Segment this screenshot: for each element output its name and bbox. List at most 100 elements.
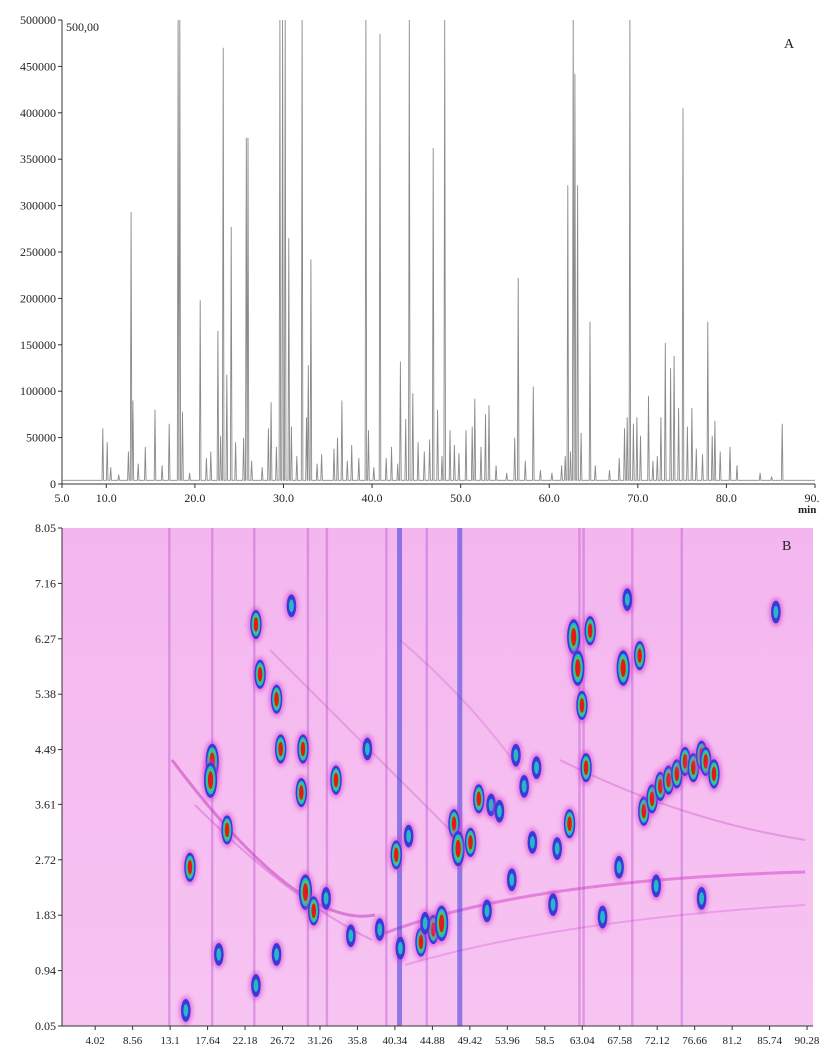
panel-b-spot: [612, 852, 626, 882]
panel-b-arc-6: [399, 639, 521, 771]
panel-a-x-tick-label: 60.0: [539, 491, 560, 505]
panel-a-y-tick-label: 50000: [26, 431, 56, 445]
panel-b-spot: [582, 613, 598, 649]
panel-b-spot-core: [422, 917, 428, 930]
panel-b-spot: [449, 827, 467, 870]
panel-b-spot-core: [534, 761, 539, 774]
panel-a-y-tick-label: 350000: [20, 152, 56, 166]
panel-b-spot: [462, 824, 479, 860]
panel-b-y-tick-label: 4.49: [35, 743, 56, 757]
panel-b-spot-core: [257, 666, 263, 682]
panel-b-spot-core: [278, 741, 283, 757]
panel-b-x-tick-label: 49.42: [457, 1035, 482, 1047]
panel-b-x-tick-label: 17.64: [195, 1035, 220, 1047]
panel-b-label: B: [782, 539, 791, 554]
panel-a-x-tick-label: 70.0: [627, 491, 648, 505]
panel-b-spot: [620, 585, 635, 614]
panel-b-spot-core: [488, 798, 494, 812]
panel-b-x-tick-label: 40.34: [383, 1035, 408, 1047]
panel-b-spot: [295, 731, 311, 767]
panel-b-spot-core: [637, 648, 642, 663]
panel-a-x-tick-label: 5.0: [55, 491, 70, 505]
panel-b-spot: [769, 597, 783, 627]
panel-b-streak: [168, 528, 171, 1026]
panel-b-spot-core: [224, 822, 230, 838]
panel-b-spot: [595, 902, 610, 932]
panel-b-x-tick-label: 76.66: [682, 1035, 707, 1047]
panel-a-x-axis-label: min: [798, 504, 816, 516]
panel-a-x-tick-label: 40.0: [362, 491, 383, 505]
panel-b-spot-core: [253, 979, 259, 992]
panel-b-spot-core: [653, 879, 659, 893]
panel-b-x-tick-label: 26.72: [270, 1035, 295, 1047]
panel-b-spot-core: [455, 839, 461, 858]
panel-b-y-ticks: 0.05 0.94 1.83 2.72 3.61 4.49 5.38 6.27 7.16 8.05: [35, 521, 62, 1033]
panel-b-spot: [201, 759, 220, 801]
panel-b-spot-core: [468, 835, 473, 850]
panel-b-spot: [212, 940, 226, 969]
panel-b-spot-core: [406, 829, 412, 843]
panel-b-streak: [397, 528, 403, 1026]
panel-b-spot: [219, 812, 235, 848]
panel-b-peak-spots: [178, 585, 783, 1025]
panel-b-spot: [694, 883, 709, 913]
panel-b-spot-core: [496, 804, 502, 818]
panel-b-spot-core: [567, 816, 572, 831]
panel-b-arc-4: [404, 904, 806, 966]
panel-b-spot: [249, 971, 263, 1000]
panel-b-x-tick-label: 8.56: [123, 1035, 143, 1047]
panel-b-spot-core: [311, 903, 316, 919]
panel-b-x-tick-label: 67.58: [607, 1035, 632, 1047]
panel-b-streak: [425, 528, 428, 1026]
panel-b-spot: [344, 921, 358, 951]
panel-b-spot-core: [302, 883, 309, 902]
panel-b-x-ticks: 4.02 8.56 13.1 17.64 22.18 26.72 31.26 35.8 40.3…: [86, 1026, 820, 1047]
panel-a-series-trace: [62, 19, 815, 481]
panel-b-spot: [471, 781, 487, 817]
panel-b-spot-core: [274, 948, 279, 961]
panel-a-x-tick-label: 30.0: [273, 491, 294, 505]
panel-b-spot-core: [451, 816, 457, 831]
panel-a-y-tick-label: 500000: [20, 13, 56, 27]
panel-a-x-tick-label: 90.0: [805, 491, 820, 505]
panel-b-spot-core: [484, 904, 490, 918]
panel-b-spot-core: [216, 948, 222, 961]
panel-b-x-tick-label: 63.04: [570, 1035, 595, 1047]
panel-a-y-tick-label: 150000: [20, 338, 56, 352]
panel-b-spot-core: [583, 760, 589, 775]
panel-b-spot-core: [476, 791, 482, 807]
panel-b-spot: [561, 806, 578, 842]
panel-b-spot-core: [253, 617, 259, 632]
panel-b-spot-core: [393, 847, 399, 863]
panel-b-x-tick-label: 31.26: [308, 1035, 333, 1047]
panel-b-x-tick-label: 22.18: [233, 1035, 258, 1047]
panel-b-spot: [706, 756, 722, 792]
panel-b-spot-core: [649, 791, 655, 807]
panel-b-spot-core: [521, 780, 527, 793]
panel-b-spot: [328, 762, 344, 798]
panel-b-x-tick-label: 13.1: [160, 1035, 179, 1047]
panel-a-y-tick-label: 450000: [20, 59, 56, 73]
panel-b-spot: [269, 940, 284, 969]
panel-b-spot: [569, 647, 587, 689]
panel-b-spot: [525, 827, 540, 857]
panel-b-y-tick-label: 8.05: [35, 521, 56, 535]
panel-b-spot: [401, 821, 416, 851]
panel-b-spot: [272, 731, 289, 767]
panel-b-spot-core: [579, 698, 585, 713]
panel-b-spot: [546, 890, 560, 920]
panel-b-spot-core: [691, 760, 696, 775]
panel-a-x-ticks: 5.0 10.0 20.0 30.0 40.0 50.0 60.0 70.0 80.0 90.0: [55, 484, 820, 505]
panel-b-gcxgc-contour: 0.05 0.94 1.83 2.72 3.61 4.49 5.38 6.27 7.16 8.05…: [35, 521, 820, 1047]
panel-b-spot-core: [587, 623, 593, 639]
panel-b-spot-core: [773, 605, 779, 619]
panel-a-scale-label: 500,00: [66, 20, 99, 34]
panel-b-spot: [418, 908, 432, 938]
panel-a-x-tick-label: 50.0: [450, 491, 471, 505]
panel-b-x-tick-label: 81.2: [722, 1035, 741, 1047]
panel-b-spot-core: [550, 898, 556, 911]
panel-b-spot-core: [418, 934, 424, 950]
panel-b-spot-core: [377, 923, 383, 936]
panel-b-spot: [372, 915, 387, 944]
panel-a-y-ticks: 0 50000 100000 150000 200000 250000 300000 3500…: [20, 13, 62, 491]
